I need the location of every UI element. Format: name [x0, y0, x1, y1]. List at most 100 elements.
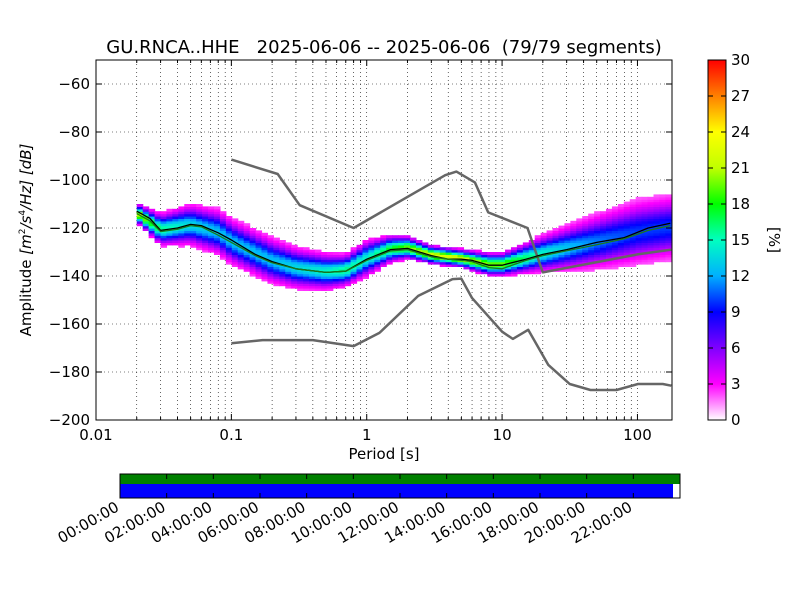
density-cell [148, 225, 156, 229]
density-cell [285, 268, 292, 272]
density-cell [635, 204, 643, 207]
density-cell [231, 249, 239, 253]
density-cell [243, 256, 251, 260]
density-cell [154, 235, 162, 239]
density-cell [285, 278, 292, 282]
density-cell [415, 242, 423, 246]
density-cell [659, 256, 667, 260]
density-cell [219, 247, 227, 251]
density-cell [647, 242, 655, 246]
density-cell [208, 218, 215, 222]
density-cell [582, 225, 589, 229]
density-cell [314, 271, 322, 275]
density-cell [641, 216, 649, 219]
density-cell [338, 285, 346, 289]
density-cell [338, 252, 346, 255]
density-cell [623, 206, 631, 210]
density-cell [231, 232, 239, 236]
density-cell [647, 208, 655, 212]
density-cell [314, 256, 322, 260]
density-cell [398, 259, 405, 263]
density-cell [641, 213, 649, 217]
density-cell [558, 232, 566, 236]
density-cell [398, 244, 405, 248]
density-cell [309, 280, 316, 284]
density-cell [332, 285, 340, 289]
density-cell [237, 228, 245, 231]
density-cell [237, 242, 245, 246]
density-cell [196, 216, 203, 219]
density-cell [606, 230, 613, 234]
density-cell [303, 249, 310, 253]
density-cell [326, 266, 334, 270]
density-cell [576, 266, 583, 270]
density-cell [148, 216, 156, 219]
density-cell [279, 283, 286, 287]
density-cell [178, 240, 185, 243]
density-cell [522, 271, 530, 275]
density-cell [588, 218, 595, 222]
density-cell [178, 235, 185, 239]
density-cell [647, 216, 655, 219]
density-cell [534, 268, 542, 272]
density-cell [534, 266, 542, 270]
density-cell [392, 254, 399, 258]
density-cell [546, 264, 554, 267]
density-cell [570, 247, 577, 251]
density-cell [665, 230, 672, 234]
colorbar-tick-label: 15 [731, 231, 750, 249]
density-cell [213, 228, 221, 231]
density-cell [184, 235, 191, 239]
density-cell [415, 244, 423, 248]
density-cell [510, 247, 518, 251]
density-cell [659, 237, 667, 241]
density-cell [617, 240, 625, 243]
density-cell [386, 254, 393, 258]
density-cell [202, 213, 209, 217]
density-cell [196, 232, 203, 236]
density-cell [202, 232, 209, 236]
density-cell [635, 249, 643, 253]
density-cell [219, 216, 227, 219]
density-cell [267, 273, 274, 277]
density-cell [582, 218, 589, 222]
density-cell [344, 254, 352, 258]
density-cell [208, 220, 215, 224]
density-cell [653, 230, 661, 234]
density-cell [148, 230, 156, 234]
density-cell [629, 223, 637, 227]
density-cell [202, 242, 209, 246]
density-cell [261, 254, 269, 258]
density-cell [237, 247, 245, 251]
density-cell [350, 264, 358, 267]
density-cell [522, 242, 530, 246]
density-cell [362, 273, 370, 277]
density-cell [457, 252, 465, 255]
density-cell [314, 276, 322, 279]
density-cell [160, 232, 168, 236]
density-cell [629, 247, 637, 251]
density-cell [540, 268, 548, 272]
density-cell [528, 252, 536, 255]
density-cell [617, 247, 625, 251]
density-cell [647, 218, 655, 222]
density-cell [213, 237, 221, 241]
density-cell [445, 254, 453, 258]
density-cell [510, 252, 518, 255]
density-cell [338, 278, 346, 282]
density-cell [326, 273, 334, 277]
density-cell [243, 225, 251, 229]
density-cell [540, 264, 548, 267]
density-cell [629, 256, 637, 260]
density-cell [582, 247, 589, 251]
density-cell [653, 208, 661, 212]
density-cell [320, 280, 328, 284]
density-cell [172, 223, 179, 227]
density-cell [606, 261, 613, 265]
density-cell [160, 235, 168, 239]
density-cell [297, 268, 304, 272]
density-cell [285, 283, 292, 287]
density-cell [350, 273, 358, 277]
density-cell [611, 213, 619, 217]
density-cell [160, 216, 168, 219]
